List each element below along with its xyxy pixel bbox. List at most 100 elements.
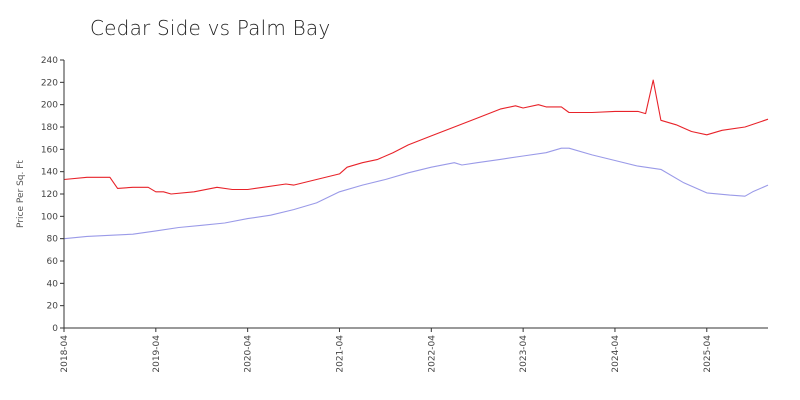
data-point <box>545 152 546 153</box>
data-point <box>683 182 684 183</box>
x-tick-label: 2018-04 <box>60 335 70 373</box>
data-point <box>660 120 661 121</box>
data-point <box>767 119 768 120</box>
data-point <box>293 209 294 210</box>
data-point <box>515 105 516 106</box>
y-tick-label: 0 <box>52 324 58 334</box>
data-point <box>676 124 677 125</box>
data-point <box>591 112 592 113</box>
data-point <box>201 225 202 226</box>
y-tick-label: 40 <box>47 279 59 289</box>
data-point <box>653 80 654 81</box>
data-point <box>538 104 539 105</box>
x-tick-label: 2024-04 <box>611 335 621 373</box>
chart-title: Cedar Side vs Palm Bay <box>90 16 331 40</box>
data-point <box>408 172 409 173</box>
data-point <box>721 130 722 131</box>
data-point <box>568 148 569 149</box>
data-point <box>163 191 164 192</box>
data-point <box>431 167 432 168</box>
data-point <box>171 193 172 194</box>
y-tick-label: 120 <box>41 190 58 200</box>
data-point <box>500 159 501 160</box>
data-point <box>109 177 110 178</box>
data-point <box>744 196 745 197</box>
x-tick-label: 2019-04 <box>152 335 162 373</box>
data-point <box>155 191 156 192</box>
data-point <box>752 191 753 192</box>
data-point <box>500 109 501 110</box>
data-point <box>408 144 409 145</box>
data-point <box>545 106 546 107</box>
data-point <box>637 111 638 112</box>
data-point <box>767 184 768 185</box>
data-point <box>461 164 462 165</box>
y-tick-label: 100 <box>41 212 58 222</box>
x-tick-label: 2020-04 <box>244 335 254 373</box>
data-point <box>691 131 692 132</box>
data-point <box>454 162 455 163</box>
data-point <box>385 179 386 180</box>
data-point <box>109 235 110 236</box>
data-point <box>178 227 179 228</box>
data-point <box>362 184 363 185</box>
y-tick-label: 220 <box>41 78 58 88</box>
y-tick-label: 60 <box>47 257 59 267</box>
x-tick-label: 2023-04 <box>519 335 529 373</box>
data-point <box>637 165 638 166</box>
data-point <box>523 155 524 156</box>
data-point <box>660 169 661 170</box>
data-point <box>591 154 592 155</box>
data-point <box>645 113 646 114</box>
data-point <box>262 187 263 188</box>
data-point <box>316 202 317 203</box>
data-point <box>362 162 363 163</box>
data-point <box>523 107 524 108</box>
data-point <box>614 111 615 112</box>
x-tick-label: 2025-04 <box>703 335 713 373</box>
x-tick-label: 2021-04 <box>335 335 345 373</box>
data-point <box>477 117 478 118</box>
data-point <box>247 189 248 190</box>
data-point <box>270 215 271 216</box>
y-tick-label: 180 <box>41 123 58 133</box>
data-point <box>148 187 149 188</box>
data-point <box>614 160 615 161</box>
data-point <box>339 173 340 174</box>
data-point <box>132 187 133 188</box>
series-line-2 <box>63 147 769 240</box>
data-point <box>285 183 286 184</box>
data-point <box>232 189 233 190</box>
series-line-1 <box>63 79 769 195</box>
data-point <box>193 191 194 192</box>
data-point <box>247 218 248 219</box>
data-point <box>155 230 156 231</box>
series-layer <box>63 79 769 240</box>
y-tick-label: 80 <box>47 235 59 245</box>
axes-layer: 0 20 40 60 80 100 120 140 160 180 200 220 240 2018-04… <box>41 56 768 373</box>
data-point <box>347 167 348 168</box>
data-point <box>706 192 707 193</box>
data-point <box>477 162 478 163</box>
x-tick-label: 2022-04 <box>427 335 437 373</box>
data-point <box>729 195 730 196</box>
y-tick-label: 240 <box>41 56 58 66</box>
data-point <box>316 179 317 180</box>
data-point <box>561 106 562 107</box>
data-point <box>744 126 745 127</box>
data-point <box>86 236 87 237</box>
data-point <box>561 148 562 149</box>
y-tick-label: 160 <box>41 145 58 155</box>
data-point <box>293 184 294 185</box>
data-point <box>132 234 133 235</box>
data-point <box>216 187 217 188</box>
data-point <box>454 126 455 127</box>
data-point <box>339 191 340 192</box>
y-tick-label: 140 <box>41 168 58 178</box>
data-point <box>392 152 393 153</box>
y-tick-label: 200 <box>41 101 58 111</box>
data-point <box>377 159 378 160</box>
data-point <box>86 177 87 178</box>
data-point <box>224 222 225 223</box>
